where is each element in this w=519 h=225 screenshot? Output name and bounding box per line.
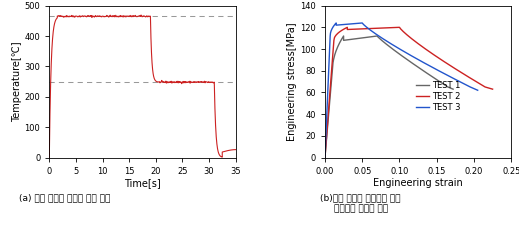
TEST 2	[414, 41, 420, 44]
TEST 2	[473, 81, 480, 83]
TEST 1	[369, 35, 375, 38]
TEST 2	[389, 26, 395, 29]
TEST 2	[344, 26, 350, 29]
TEST 3	[474, 89, 481, 92]
TEST 2	[397, 26, 403, 29]
TEST 2	[322, 156, 328, 159]
Line: TEST 1: TEST 1	[325, 36, 453, 158]
TEST 1	[365, 36, 371, 38]
X-axis label: Engineering strain: Engineering strain	[373, 178, 463, 188]
Y-axis label: Engineering stress[MPa]: Engineering stress[MPa]	[288, 22, 297, 141]
TEST 3	[455, 79, 461, 82]
TEST 2	[401, 31, 407, 34]
TEST 3	[332, 22, 338, 25]
TEST 1	[354, 37, 360, 40]
Y-axis label: Temperature[℃]: Temperature[℃]	[11, 41, 22, 122]
Line: TEST 3: TEST 3	[325, 23, 477, 157]
TEST 1	[322, 156, 328, 159]
TEST 3	[323, 137, 329, 140]
TEST 3	[333, 22, 339, 24]
Legend: TEST 1, TEST 2, TEST 3: TEST 1, TEST 2, TEST 3	[413, 78, 464, 115]
TEST 3	[470, 87, 476, 90]
TEST 1	[450, 88, 456, 90]
TEST 3	[348, 22, 354, 25]
TEST 2	[334, 32, 340, 35]
TEST 1	[340, 35, 347, 37]
Line: TEST 2: TEST 2	[325, 27, 493, 157]
TEST 1	[332, 53, 338, 56]
TEST 3	[327, 32, 334, 34]
Text: (b)온도 이력을 고려하여 일반
인장기로 실험한 결과: (b)온도 이력을 고려하여 일반 인장기로 실험한 결과	[320, 194, 401, 213]
TEST 3	[322, 156, 328, 159]
TEST 1	[436, 80, 443, 83]
TEST 1	[364, 36, 371, 39]
X-axis label: Time[s]: Time[s]	[124, 178, 161, 188]
TEST 2	[489, 88, 496, 90]
Text: (a) 실험 과정의 판재의 온도 이력: (a) 실험 과정의 판재의 온도 이력	[19, 194, 111, 202]
